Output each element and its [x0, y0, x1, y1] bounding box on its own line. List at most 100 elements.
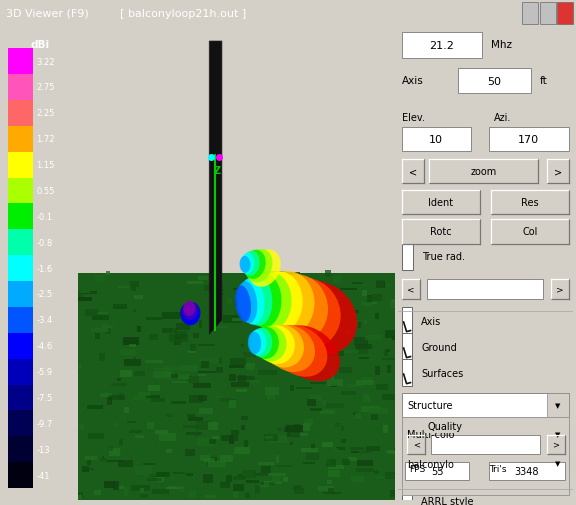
Bar: [91, 328, 103, 333]
Bar: [95, 275, 105, 282]
Bar: [363, 394, 370, 402]
Bar: [250, 310, 257, 318]
Bar: [69, 424, 84, 430]
Bar: [188, 376, 199, 383]
Text: -3.4: -3.4: [36, 316, 53, 325]
Bar: [406, 424, 410, 430]
Bar: [225, 436, 236, 440]
Bar: [402, 242, 412, 271]
Bar: [235, 299, 241, 306]
Text: ft: ft: [540, 76, 547, 86]
Bar: [296, 387, 312, 389]
Bar: [85, 468, 94, 470]
Bar: [246, 363, 255, 370]
Bar: [402, 417, 569, 495]
Bar: [217, 367, 223, 373]
Bar: [143, 463, 156, 465]
Bar: [370, 302, 377, 305]
Bar: [229, 400, 236, 409]
Bar: [256, 282, 263, 290]
Bar: [165, 373, 174, 377]
Bar: [190, 344, 196, 351]
Bar: [396, 471, 413, 475]
Bar: [374, 470, 379, 474]
Bar: [395, 382, 411, 390]
Bar: [265, 358, 277, 362]
Bar: [223, 315, 242, 323]
Bar: [293, 485, 302, 490]
Bar: [251, 380, 260, 383]
Bar: [323, 491, 341, 494]
Bar: [214, 326, 226, 328]
Bar: [394, 447, 403, 451]
Bar: [277, 333, 284, 336]
Bar: [355, 344, 372, 349]
Bar: [252, 306, 257, 308]
Bar: [275, 275, 282, 282]
Text: ▼: ▼: [555, 431, 560, 437]
Text: dBi: dBi: [31, 39, 50, 49]
Bar: [154, 368, 172, 371]
Bar: [394, 390, 406, 394]
Bar: [342, 460, 350, 466]
Bar: [404, 336, 416, 340]
Ellipse shape: [243, 275, 272, 326]
Bar: [188, 418, 203, 421]
Bar: [207, 462, 223, 466]
Bar: [145, 361, 162, 364]
Text: Axis: Axis: [422, 316, 442, 326]
Bar: [183, 425, 199, 428]
FancyBboxPatch shape: [522, 3, 538, 25]
FancyBboxPatch shape: [557, 3, 573, 25]
Bar: [375, 314, 378, 320]
Text: -4.6: -4.6: [36, 341, 53, 350]
Bar: [295, 308, 309, 316]
Bar: [8, 462, 33, 488]
Text: Axis: Axis: [402, 76, 423, 86]
Bar: [137, 326, 141, 333]
Bar: [254, 473, 271, 476]
Bar: [291, 317, 308, 322]
Bar: [214, 320, 219, 322]
Bar: [390, 300, 396, 308]
Bar: [131, 285, 136, 292]
Bar: [376, 476, 390, 479]
Bar: [265, 437, 273, 439]
Text: -2.5: -2.5: [36, 290, 52, 299]
Bar: [131, 485, 150, 491]
Text: FPS: FPS: [409, 464, 425, 473]
Bar: [147, 478, 162, 481]
Bar: [408, 272, 416, 274]
Bar: [68, 294, 71, 302]
Bar: [134, 371, 145, 376]
Bar: [62, 405, 77, 413]
Text: ▼: ▼: [555, 461, 560, 467]
Bar: [256, 305, 268, 312]
Bar: [138, 392, 150, 396]
Bar: [220, 456, 233, 462]
Bar: [220, 397, 230, 402]
Bar: [133, 310, 137, 313]
Bar: [92, 315, 109, 320]
Bar: [385, 330, 396, 339]
Bar: [85, 310, 98, 316]
Ellipse shape: [259, 326, 295, 365]
Text: Col: Col: [522, 227, 537, 237]
Text: 3348: 3348: [515, 466, 539, 476]
Bar: [187, 414, 195, 417]
Bar: [390, 490, 400, 497]
Bar: [410, 373, 425, 376]
Bar: [322, 442, 334, 447]
Bar: [402, 451, 569, 476]
Bar: [216, 396, 229, 398]
Bar: [147, 422, 154, 429]
Text: -41: -41: [36, 471, 50, 480]
Bar: [211, 316, 215, 321]
Bar: [152, 488, 169, 494]
Ellipse shape: [242, 251, 260, 276]
Bar: [304, 462, 315, 464]
Bar: [199, 408, 213, 415]
Bar: [226, 475, 233, 482]
Bar: [232, 319, 244, 322]
Bar: [81, 291, 90, 293]
